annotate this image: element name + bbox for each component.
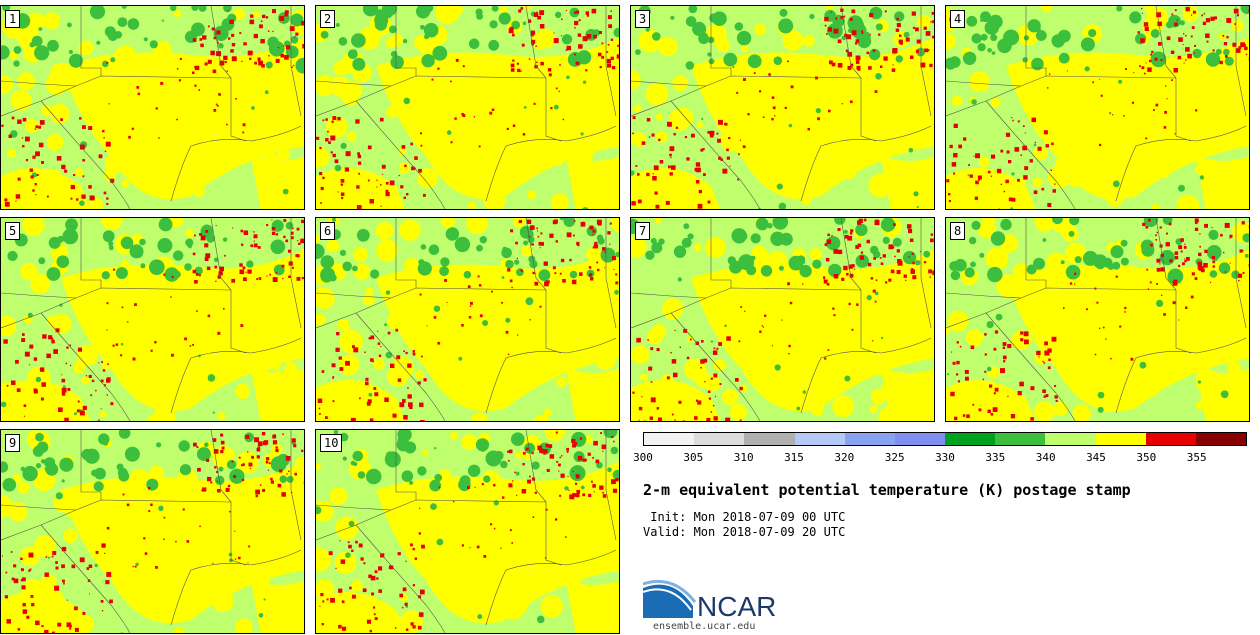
map-field bbox=[1, 218, 304, 421]
colorbar-tick-label: 345 bbox=[1086, 451, 1106, 464]
member-number-badge: 9 bbox=[5, 434, 21, 452]
colorbar-tick-label: 315 bbox=[784, 451, 804, 464]
ncar-logo: NCAR bbox=[642, 578, 793, 624]
member-number-badge: 10 bbox=[320, 434, 343, 452]
colorbar-tick-label: 305 bbox=[683, 451, 704, 464]
map-panel: 7 bbox=[630, 217, 935, 422]
member-number-badge: 6 bbox=[320, 222, 336, 240]
colorbar-tick-label: 325 bbox=[884, 451, 905, 464]
colorbar-segment bbox=[694, 433, 745, 445]
map-panel: 5 bbox=[0, 217, 305, 422]
member-number-badge: 3 bbox=[635, 10, 651, 28]
colorbar-tick-label: 340 bbox=[1035, 451, 1056, 464]
map-panel: 8 bbox=[945, 217, 1250, 422]
valid-time: Valid: Mon 2018-07-09 20 UTC bbox=[643, 525, 846, 539]
map-panel: 4 bbox=[945, 5, 1250, 210]
colorbar-segment bbox=[1095, 433, 1146, 445]
map-panel: 3 bbox=[630, 5, 935, 210]
map-field bbox=[631, 6, 934, 209]
logo-text: NCAR bbox=[697, 591, 776, 620]
colorbar-segment bbox=[1045, 433, 1096, 445]
map-field bbox=[631, 218, 934, 421]
map-field bbox=[316, 430, 619, 633]
colorbar-segment bbox=[744, 433, 795, 445]
map-field bbox=[1, 6, 304, 209]
map-panel: 2 bbox=[315, 5, 620, 210]
colorbar-segment bbox=[894, 433, 946, 445]
member-number-badge: 2 bbox=[320, 10, 336, 28]
init-time: Init: Mon 2018-07-09 00 UTC bbox=[643, 510, 846, 524]
map-panel: 9 bbox=[0, 429, 305, 634]
colorbar-segment bbox=[844, 433, 895, 445]
colorbar-tick-label: 335 bbox=[985, 451, 1006, 464]
member-number-badge: 5 bbox=[5, 222, 21, 240]
colorbar-tick-label: 310 bbox=[733, 451, 754, 464]
member-number-badge: 7 bbox=[635, 222, 651, 240]
map-field bbox=[316, 6, 619, 209]
colorbar-segment bbox=[995, 433, 1046, 445]
map-field bbox=[1, 430, 304, 633]
colorbar-segment bbox=[794, 433, 845, 445]
colorbar-segment bbox=[1195, 433, 1247, 445]
colorbar-tick-label: 300 bbox=[633, 451, 653, 464]
colorbar-tick-label: 355 bbox=[1186, 451, 1207, 464]
map-field bbox=[316, 218, 619, 421]
colorbar-segment bbox=[945, 433, 996, 445]
map-field bbox=[946, 218, 1249, 421]
map-panel: 1 bbox=[0, 5, 305, 210]
member-number-badge: 8 bbox=[950, 222, 966, 240]
colorbar-segment bbox=[644, 433, 695, 445]
colorbar bbox=[643, 432, 1247, 446]
map-panel: 6 bbox=[315, 217, 620, 422]
member-number-badge: 1 bbox=[5, 10, 21, 28]
member-number-badge: 4 bbox=[950, 10, 966, 28]
colorbar-tick-label: 320 bbox=[834, 451, 855, 464]
page-title: 2-m equivalent potential temperature (K)… bbox=[643, 481, 1131, 499]
colorbar-tick-label: 350 bbox=[1136, 451, 1157, 464]
colorbar-segment bbox=[1145, 433, 1196, 445]
colorbar-tick-label: 330 bbox=[935, 451, 955, 464]
map-panel: 10 bbox=[315, 429, 620, 634]
map-field bbox=[946, 6, 1249, 209]
logo-url: ensemble.ucar.edu bbox=[653, 621, 756, 632]
